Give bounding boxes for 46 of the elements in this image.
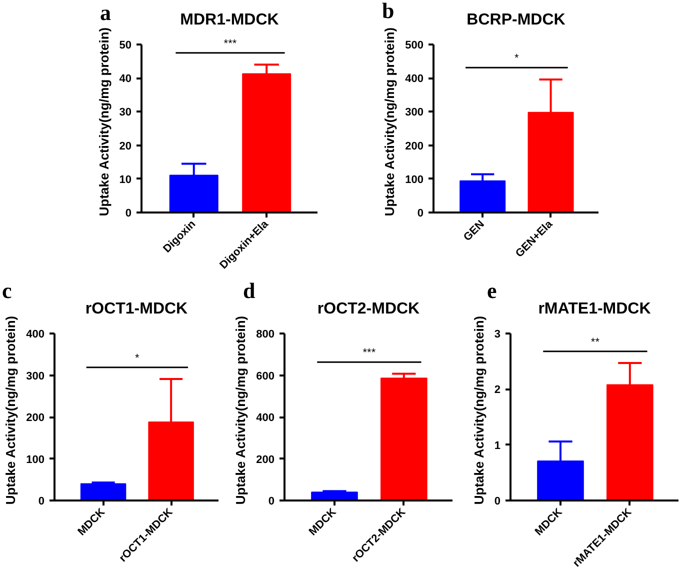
y-tick-label: 300 <box>26 370 45 382</box>
y-tick-label: 30 <box>119 106 132 119</box>
y-tick-label: 300 <box>405 106 424 119</box>
y-tick-label: 0 <box>268 496 275 508</box>
y-tick-label: 10 <box>119 174 132 186</box>
annotation: *** <box>362 347 376 360</box>
y-tick-label: 0 <box>494 496 501 508</box>
y-tick-label: 400 <box>26 328 45 340</box>
y-tick-label: 100 <box>26 454 45 466</box>
annotation: *** <box>224 38 238 50</box>
chart-title: rOCT1-MDCK <box>85 300 188 318</box>
y-tick-label: 200 <box>405 140 424 152</box>
y-tick-label: 200 <box>26 412 45 424</box>
y-axis-title: Uptake Activity(ng/mg protein) <box>3 316 18 505</box>
y-axis-title: Uptake Activity(ng/mg protein) <box>96 27 112 216</box>
y-tick-label: 600 <box>256 370 275 382</box>
chart-title: MDR1-MDCK <box>180 12 280 28</box>
y-tick-label: 0 <box>125 208 132 220</box>
annotation: * <box>135 352 140 364</box>
text: c <box>2 278 12 303</box>
chart-title: rMATE1-MDCK <box>538 300 652 318</box>
text: a <box>100 0 111 25</box>
y-tick-label: 20 <box>119 140 132 152</box>
chart-title: BCRP-MDCK <box>466 12 566 28</box>
y-axis-title: Uptake Activity(ng/mg protein) <box>233 316 248 505</box>
y-tick-label: 400 <box>405 73 424 86</box>
chart-title: rOCT2-MDCK <box>317 300 420 318</box>
y-tick-label: 0 <box>38 496 45 508</box>
y-tick-label: 800 <box>256 328 275 340</box>
y-tick-label: 3 <box>494 328 501 340</box>
y-tick-label: 50 <box>119 40 132 52</box>
y-axis-title: Uptake Activity(ng/mg protein) <box>471 316 486 505</box>
y-tick-label: 0 <box>417 208 424 220</box>
y-tick-label: 400 <box>256 412 275 424</box>
y-tick-label: 200 <box>256 454 275 466</box>
annotation: * <box>514 52 520 65</box>
y-tick-label: 2 <box>494 384 501 396</box>
y-tick-label: 100 <box>405 174 424 186</box>
text: d <box>243 278 256 303</box>
y-tick-label: 1 <box>494 440 501 452</box>
y-tick-label: 40 <box>119 73 132 86</box>
text: e <box>487 278 497 303</box>
y-tick-label: 500 <box>405 40 424 52</box>
y-axis-title: Uptake Activity(ng/mg protein) <box>382 27 398 216</box>
text: b <box>382 0 394 23</box>
annotation: ** <box>590 336 600 348</box>
